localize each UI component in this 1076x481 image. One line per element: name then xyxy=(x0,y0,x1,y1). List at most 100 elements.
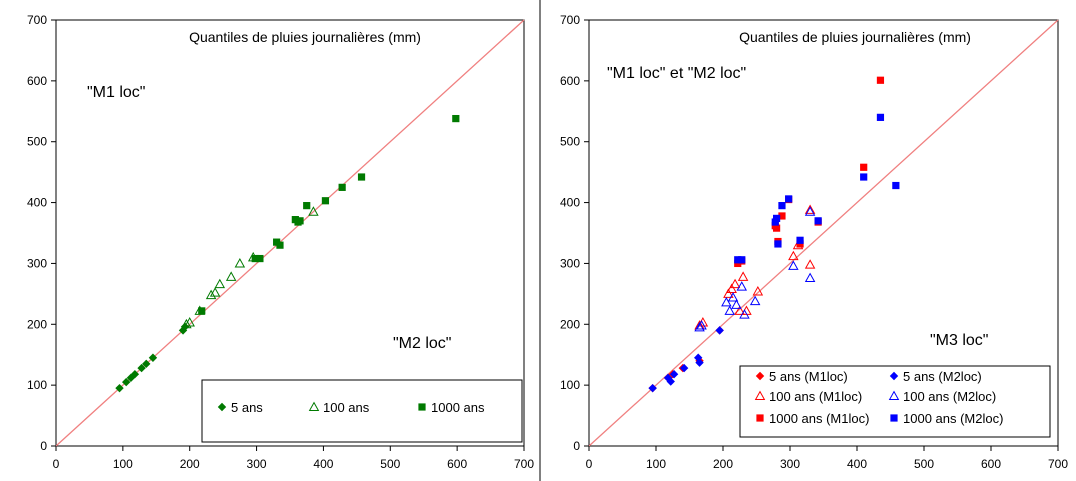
y-tick-label: 0 xyxy=(573,439,580,453)
data-point xyxy=(860,163,868,171)
data-point xyxy=(796,240,804,248)
legend-marker xyxy=(754,390,766,401)
data-point xyxy=(731,299,742,309)
chart-title: Quantiles de pluies journalières (mm) xyxy=(189,29,421,45)
data-point xyxy=(773,224,781,232)
x-tick-label: 200 xyxy=(713,457,733,471)
x-tick-label: 200 xyxy=(180,457,200,471)
data-point xyxy=(774,240,782,248)
series-2 xyxy=(648,326,724,393)
data-point xyxy=(122,377,131,387)
legend-entry-label: 1000 ans xyxy=(431,400,485,415)
data-point xyxy=(679,363,689,373)
data-point xyxy=(338,183,346,191)
x-tick-label: 600 xyxy=(447,457,467,471)
x-tick-label: 100 xyxy=(113,457,133,471)
data-point xyxy=(205,289,217,300)
data-point xyxy=(308,206,319,216)
data-point xyxy=(180,322,190,331)
legend-marker xyxy=(308,401,320,412)
data-point xyxy=(729,278,741,289)
data-point xyxy=(749,295,761,306)
legend-entry-label: 5 ans (M1loc) xyxy=(769,369,848,384)
x-tick-label: 0 xyxy=(53,457,60,471)
legend: 5 ans 100 ans 1000 ans xyxy=(201,379,523,443)
data-point xyxy=(256,254,264,263)
data-point xyxy=(773,214,781,222)
x-tick-label: 300 xyxy=(780,457,800,471)
data-point xyxy=(724,305,735,315)
data-point xyxy=(130,369,140,379)
legend-entry-label: 5 ans (M2loc) xyxy=(903,369,982,384)
data-point xyxy=(296,217,304,225)
data-point xyxy=(184,317,195,327)
data-point xyxy=(669,369,679,379)
series-6 xyxy=(734,113,900,264)
data-point xyxy=(303,202,311,210)
region-annotation: "M1 loc" xyxy=(87,84,145,101)
data-point xyxy=(663,373,673,383)
data-point xyxy=(715,326,724,335)
data-point xyxy=(860,173,868,181)
x-tick-label: 700 xyxy=(514,457,534,471)
legend-marker xyxy=(888,390,900,401)
legend-entry-label: 5 ans xyxy=(231,400,263,415)
data-point xyxy=(788,250,799,261)
data-point xyxy=(804,272,816,283)
legend-entry-label: 1000 ans (M2loc) xyxy=(903,411,1003,426)
data-point xyxy=(734,305,745,315)
data-point xyxy=(739,309,750,319)
legend-marker xyxy=(756,414,764,422)
data-point xyxy=(225,271,237,281)
data-point xyxy=(452,114,460,123)
region-annotation: "M1 loc" et "M2 loc" xyxy=(607,65,746,82)
data-point xyxy=(251,254,259,263)
data-point xyxy=(727,292,739,302)
data-point xyxy=(696,320,707,330)
data-point xyxy=(198,307,206,315)
data-point xyxy=(778,202,786,210)
data-point xyxy=(734,259,742,268)
x-tick-label: 0 xyxy=(586,457,593,471)
x-tick-label: 700 xyxy=(1048,457,1068,471)
data-point xyxy=(721,296,732,307)
data-point xyxy=(738,256,746,264)
x-tick-label: 100 xyxy=(646,457,666,471)
data-point xyxy=(694,321,705,332)
data-point xyxy=(785,195,793,203)
y-tick-label: 600 xyxy=(27,74,47,88)
y-tick-label: 0 xyxy=(40,439,47,453)
legend-marker xyxy=(418,403,426,411)
y-tick-label: 200 xyxy=(27,317,47,331)
data-point xyxy=(666,377,675,386)
legend: 5 ans (M1loc) 5 ans (M2loc) 100 ans (M1loc… xyxy=(739,365,1051,438)
legend-entry-label: 100 ans (M1loc) xyxy=(769,389,862,404)
legend-marker xyxy=(217,402,227,412)
data-point xyxy=(148,353,158,362)
data-point xyxy=(736,281,748,291)
x-tick-label: 400 xyxy=(313,457,333,471)
legend-marker xyxy=(889,371,899,381)
y-tick-label: 700 xyxy=(27,13,47,27)
legend-entry-label: 1000 ans (M1loc) xyxy=(769,411,869,426)
legend-marker xyxy=(890,414,898,422)
series-4 xyxy=(694,206,816,332)
data-point xyxy=(796,236,804,244)
data-point xyxy=(771,218,779,226)
data-point xyxy=(876,113,885,121)
legend-entry-label: 100 ans xyxy=(323,400,370,415)
chart-panel-2: 0 100 200 300 400 500 600 700 0 100 200 300 400 500 60… xyxy=(560,13,1068,471)
x-tick-label: 500 xyxy=(914,457,934,471)
x-tick-label: 300 xyxy=(247,457,267,471)
series-3 xyxy=(198,114,460,315)
data-point xyxy=(726,283,737,294)
series-2 xyxy=(181,206,319,329)
data-point xyxy=(648,383,657,393)
y-tick-label: 100 xyxy=(560,378,580,392)
data-point xyxy=(778,212,786,220)
data-point xyxy=(737,271,749,281)
data-point xyxy=(723,288,734,298)
data-point xyxy=(804,204,816,214)
data-point xyxy=(734,256,742,264)
